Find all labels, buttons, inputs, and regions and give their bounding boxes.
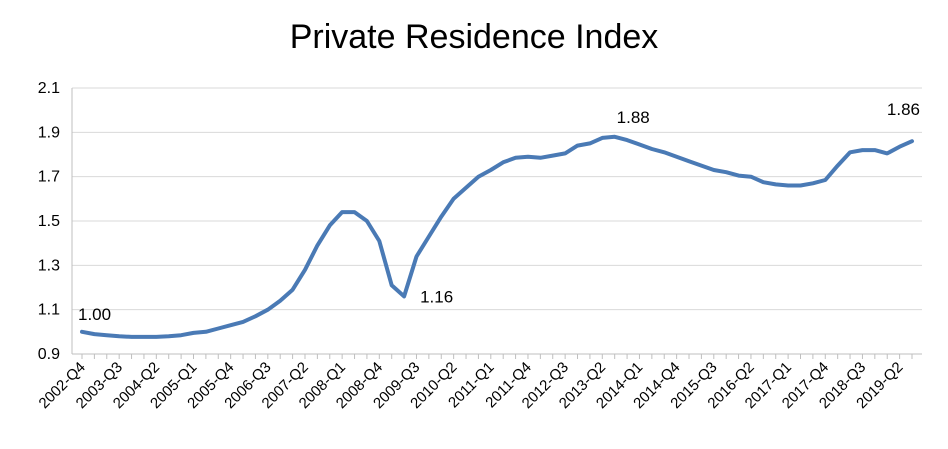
y-tick-label: 1.3 (38, 257, 60, 274)
y-tick-label: 1.5 (38, 213, 60, 230)
data-label: 1.16 (420, 287, 453, 306)
gridlines (72, 87, 922, 355)
y-tick-label: 1.1 (38, 302, 60, 319)
y-tick-label: 2.1 (38, 80, 60, 97)
series-line (80, 134, 914, 339)
data-label: 1.00 (78, 305, 111, 324)
y-tick-label: 1.7 (38, 169, 60, 186)
y-axis: 0.9 1.1 1.3 1.5 1.7 1.9 2.1 (38, 80, 73, 363)
annotations: 1.00 1.16 1.88 1.86 (78, 100, 920, 324)
series-layer (80, 134, 914, 339)
data-label: 1.88 (617, 108, 650, 127)
y-tick-label: 1.9 (38, 124, 60, 141)
x-axis: 2002-Q42003-Q32004-Q22005-Q12005-Q42006-… (36, 353, 922, 412)
chart-title: Private Residence Index (289, 18, 659, 56)
data-label: 1.86 (887, 100, 920, 119)
y-tick-label: 0.9 (38, 346, 60, 363)
